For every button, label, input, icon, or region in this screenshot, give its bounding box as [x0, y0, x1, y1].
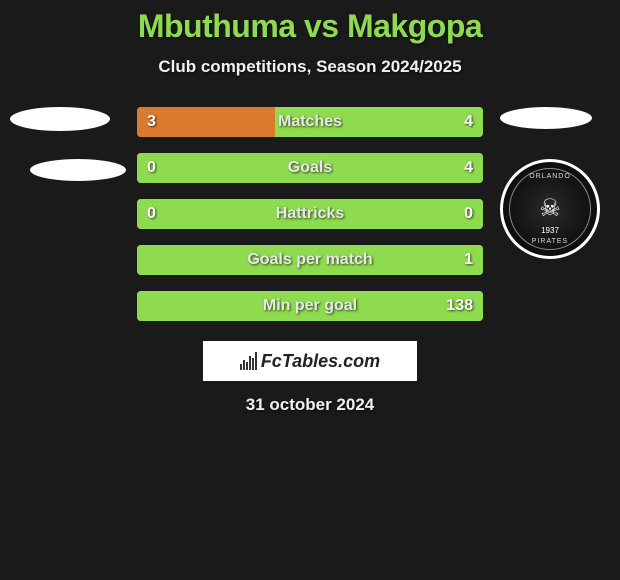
club-year: 1937 [541, 226, 559, 235]
chart-icon [240, 352, 257, 370]
value-left: 3 [147, 113, 156, 131]
stat-row: 3 Matches 4 [137, 107, 483, 137]
placeholder-shape [10, 107, 110, 131]
stat-row: Min per goal 138 [137, 291, 483, 321]
stat-label: Min per goal [263, 297, 357, 315]
left-player-badge [10, 107, 126, 181]
right-player-badge: ORLANDO ☠ 1937 PIRATES [500, 107, 600, 259]
stat-label: Goals per match [247, 251, 372, 269]
value-right: 4 [464, 113, 473, 131]
stats-area: ORLANDO ☠ 1937 PIRATES 3Matches40Goals40… [0, 107, 620, 321]
stat-label: Goals [288, 159, 332, 177]
subtitle: Club competitions, Season 2024/2025 [0, 57, 620, 77]
stat-row: Goals per match 1 [137, 245, 483, 275]
value-right: 4 [464, 159, 473, 177]
club-name-bottom: PIRATES [532, 238, 568, 245]
club-badge: ORLANDO ☠ 1937 PIRATES [500, 159, 600, 259]
club-badge-inner: ORLANDO ☠ 1937 PIRATES [509, 168, 591, 250]
value-right: 138 [446, 297, 473, 315]
stat-row: 0 Hattricks 0 [137, 199, 483, 229]
club-name-top: ORLANDO [529, 173, 571, 180]
skull-icon: ☠ [539, 197, 561, 221]
placeholder-shape [30, 159, 126, 181]
comparison-widget: Mbuthuma vs Makgopa Club competitions, S… [0, 0, 620, 415]
value-right: 1 [464, 251, 473, 269]
date-label: 31 october 2024 [0, 395, 620, 415]
stat-label: Matches [278, 113, 342, 131]
branding-text: FcTables.com [261, 351, 380, 372]
placeholder-shape [500, 107, 592, 129]
value-left: 0 [147, 205, 156, 223]
value-left: 0 [147, 159, 156, 177]
stat-rows: 3 Matches 4 0 Goals 4 0 Hattricks 0 Goals per mat… [137, 107, 483, 321]
bar-left [137, 107, 275, 137]
stat-row: 0 Goals 4 [137, 153, 483, 183]
page-title: Mbuthuma vs Makgopa [0, 8, 620, 45]
branding-logo[interactable]: FcTables.com [203, 341, 417, 381]
stat-label: Hattricks [276, 205, 344, 223]
value-right: 0 [464, 205, 473, 223]
